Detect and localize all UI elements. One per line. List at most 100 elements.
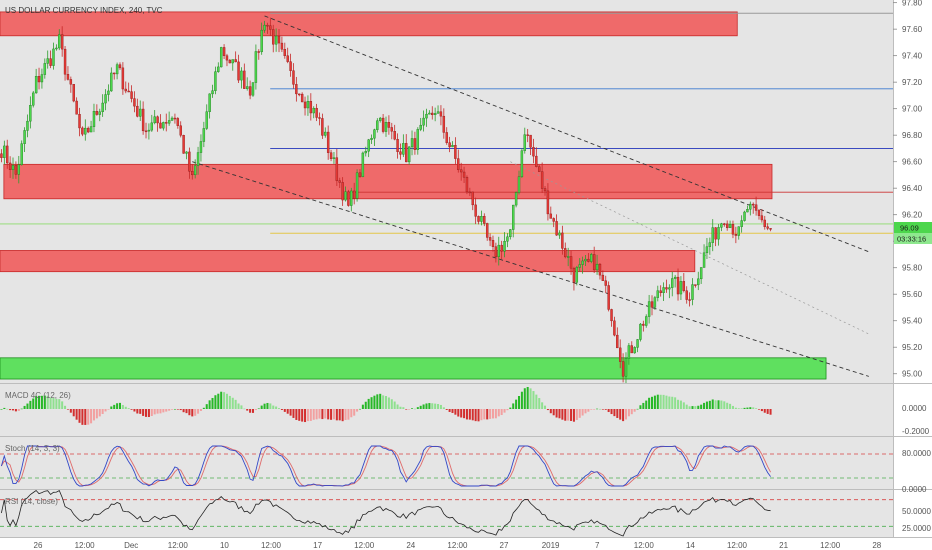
candle-body bbox=[769, 228, 772, 230]
candle-body bbox=[723, 223, 726, 225]
macd-bar bbox=[445, 409, 448, 410]
macd-bar bbox=[387, 397, 390, 409]
price-axis[interactable]: 97.80 97.60 97.40 97.20 97.00 96.80 96.60 96.40… bbox=[893, 0, 923, 379]
macd-bar bbox=[43, 395, 46, 409]
candle-body bbox=[760, 215, 764, 221]
macd-bar bbox=[752, 407, 755, 409]
candle-body bbox=[590, 254, 593, 262]
macd-bar bbox=[451, 409, 454, 413]
macd-bar bbox=[483, 409, 486, 420]
macd-bar bbox=[422, 404, 425, 409]
macd-bar bbox=[532, 391, 535, 409]
candle-body bbox=[211, 90, 214, 95]
macd-bar bbox=[486, 409, 489, 420]
candle-body bbox=[454, 145, 457, 159]
macd-bar bbox=[552, 409, 555, 416]
candle-body bbox=[23, 130, 26, 144]
candle-body bbox=[488, 237, 492, 241]
candle-body bbox=[219, 47, 223, 68]
macd-bar bbox=[185, 409, 188, 414]
candle-body bbox=[529, 134, 532, 148]
candle-body bbox=[364, 150, 367, 154]
macd-bar bbox=[720, 400, 723, 409]
candle-body bbox=[60, 34, 64, 50]
candle-body bbox=[662, 287, 665, 294]
candle-body bbox=[8, 162, 12, 170]
candle-body bbox=[564, 248, 567, 258]
candle-body bbox=[208, 93, 211, 112]
macd-bar bbox=[347, 409, 350, 420]
macd-bar bbox=[399, 406, 402, 409]
candle-body bbox=[451, 145, 454, 148]
macd-bar bbox=[295, 409, 298, 420]
candle-body bbox=[165, 122, 168, 124]
candle-body bbox=[84, 127, 87, 135]
candle-body bbox=[136, 105, 139, 117]
candle-body bbox=[720, 223, 723, 228]
macd-bar bbox=[700, 404, 703, 409]
candle-body bbox=[682, 281, 686, 291]
candle-body bbox=[274, 35, 278, 45]
candle-body bbox=[127, 90, 130, 93]
macd-bar bbox=[457, 409, 460, 417]
candle-body bbox=[196, 152, 200, 167]
macd-bar bbox=[35, 396, 38, 409]
macd-bar bbox=[306, 409, 309, 422]
macd-bar bbox=[228, 395, 231, 409]
macd-bar bbox=[98, 409, 101, 417]
macd-bar bbox=[61, 401, 64, 409]
macd-bar bbox=[408, 409, 411, 410]
macd-bar bbox=[309, 409, 312, 421]
macd-bar bbox=[332, 409, 335, 420]
macd-bar bbox=[46, 395, 49, 409]
stoch-label[interactable]: Stoch (14, 3, 3) bbox=[5, 444, 60, 453]
candle-body bbox=[540, 171, 544, 189]
zone-red bbox=[3, 163, 773, 200]
macd-bar bbox=[101, 409, 104, 414]
macd-bar bbox=[231, 397, 234, 409]
macd-bar bbox=[3, 407, 6, 409]
macd-bar bbox=[544, 405, 547, 409]
candle-body bbox=[636, 339, 639, 348]
candle-body bbox=[112, 72, 116, 75]
macd-bar bbox=[419, 405, 422, 409]
candle-body bbox=[283, 49, 287, 56]
macd-bar bbox=[225, 393, 228, 409]
macd-bar bbox=[760, 409, 763, 412]
candle-body bbox=[170, 117, 174, 121]
candle-body bbox=[0, 153, 3, 158]
candle-body bbox=[240, 70, 243, 81]
macd-bar bbox=[199, 409, 202, 411]
candle-body bbox=[335, 157, 339, 181]
macd-label[interactable]: MACD 4C (12, 26) bbox=[5, 391, 71, 400]
candle-body bbox=[445, 132, 448, 143]
candle-body bbox=[616, 334, 619, 349]
candle-body bbox=[621, 361, 625, 377]
macd-bar bbox=[246, 409, 249, 411]
macd-bar bbox=[260, 405, 263, 409]
macd-bar bbox=[156, 409, 159, 414]
macd-bar bbox=[489, 409, 492, 419]
candle-body bbox=[474, 204, 477, 217]
candle-body bbox=[95, 111, 99, 115]
macd-bar bbox=[677, 399, 680, 409]
candle-body bbox=[517, 176, 521, 193]
candle-body bbox=[309, 101, 313, 114]
macd-bar bbox=[29, 400, 32, 409]
trend-channel bbox=[192, 15, 870, 377]
candle-body bbox=[552, 218, 555, 222]
time-axis[interactable]: 26 12:00 Dec 12:00 10 12:00 17 12:00 24 12:00 27 20… bbox=[34, 541, 882, 550]
candle-body bbox=[141, 108, 145, 132]
macd-bar bbox=[173, 408, 176, 410]
macd-bar bbox=[648, 397, 651, 409]
time-tick-label: 12:00 bbox=[634, 541, 655, 550]
candle-body bbox=[624, 358, 628, 377]
candle-body bbox=[714, 227, 717, 240]
candle-body bbox=[431, 112, 434, 116]
candle-body bbox=[543, 188, 547, 192]
candle-body bbox=[144, 130, 148, 133]
macd-bar bbox=[104, 409, 107, 412]
rsi-label[interactable]: RSI (14, close) bbox=[5, 497, 58, 506]
rsi-pane-background[interactable] bbox=[0, 490, 893, 537]
